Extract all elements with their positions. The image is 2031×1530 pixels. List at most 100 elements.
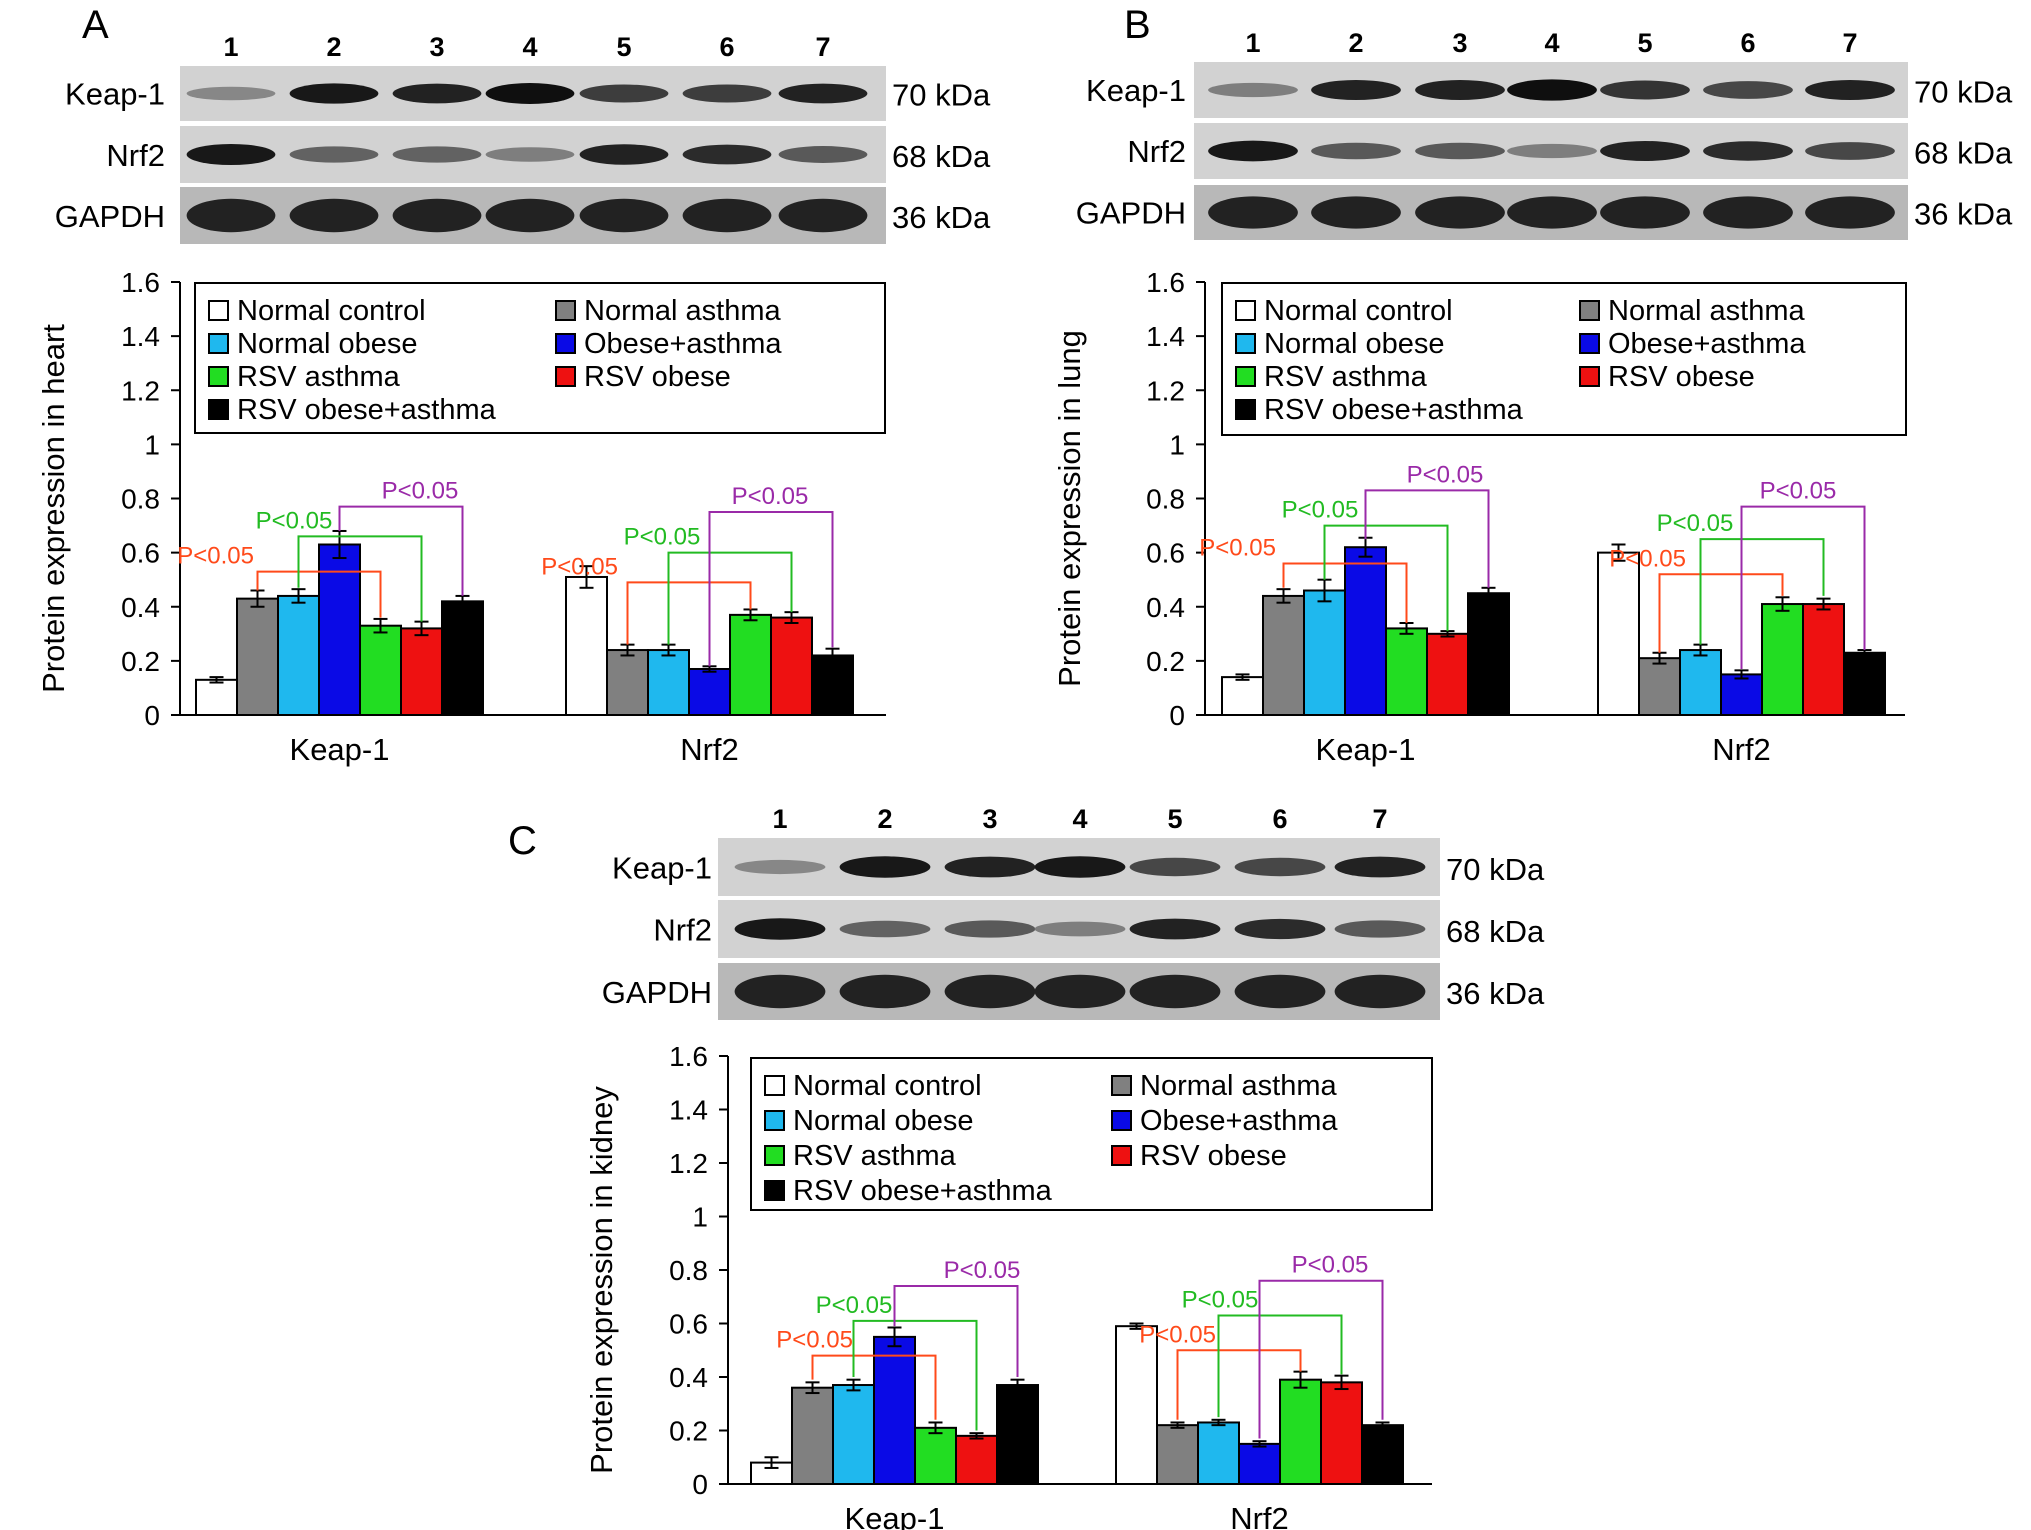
- blot-band: [289, 83, 379, 104]
- lane-number-5: 5: [1637, 28, 1652, 58]
- y-tick-label: 1.4: [669, 1095, 708, 1126]
- legend-label: RSV asthma: [793, 1140, 957, 1172]
- blot-label: Nrf2: [653, 913, 712, 948]
- significance-label: P<0.05: [1609, 545, 1686, 572]
- blot-strip-keap-1: Keap-1 70 kDa: [612, 838, 1545, 896]
- legend-label: Normal control: [1264, 295, 1453, 327]
- blot-label: Keap-1: [65, 77, 165, 112]
- blot-band: [1034, 856, 1126, 878]
- blot-band: [579, 144, 669, 165]
- blot-band: [1805, 79, 1895, 101]
- legend-swatch: [208, 300, 229, 321]
- blot-band: [1208, 140, 1298, 162]
- significance-label: P<0.05: [256, 507, 333, 534]
- blot-band: [1703, 141, 1793, 161]
- significance-label: P<0.05: [177, 543, 254, 570]
- legend-swatch: [764, 1075, 785, 1096]
- y-tick-label: 1.2: [121, 375, 160, 406]
- legend-box: [750, 1057, 1433, 1211]
- bar-keap-1-rsv-asthma: [914, 1426, 957, 1485]
- blot-band: [1034, 921, 1126, 937]
- significance-label: P<0.05: [1282, 497, 1359, 524]
- blot-band: [1334, 856, 1426, 878]
- lane-number-4: 4: [1544, 28, 1559, 58]
- bar-nrf2-rsv-asthma: [1279, 1378, 1322, 1486]
- bar-keap-1-normal-obese: [832, 1384, 875, 1486]
- legend-swatch: [1111, 1075, 1132, 1096]
- legend-label: Obese+asthma: [1608, 328, 1806, 360]
- legend-label: Obese+asthma: [1140, 1105, 1338, 1137]
- blot-band: [392, 146, 482, 163]
- lane-number-3: 3: [429, 32, 444, 62]
- blot-band: [839, 974, 931, 1009]
- blot-band: [289, 198, 379, 233]
- legend-swatch: [764, 1180, 785, 1201]
- significance-label: P<0.05: [732, 483, 809, 510]
- blot-band: [778, 198, 868, 233]
- blot-strip-gapdh: GAPDH 36 kDa: [602, 963, 1545, 1020]
- legend-label: RSV obese+asthma: [1264, 394, 1524, 426]
- legend-label: Normal obese: [237, 328, 418, 360]
- blot-band: [944, 974, 1036, 1009]
- panel-label: B: [1124, 3, 1151, 47]
- blot-kda-label: 68 kDa: [1914, 135, 2013, 170]
- blot-band: [579, 198, 669, 233]
- blot-band: [1805, 142, 1895, 160]
- bar-nrf2-normal-obese: [1679, 649, 1722, 716]
- blot-band: [1334, 974, 1426, 1009]
- bar-keap-1-rsv-obese-asthma: [441, 600, 484, 717]
- blot-band: [1600, 140, 1690, 162]
- bar-keap-1-rsv-obese-asthma: [996, 1384, 1039, 1486]
- significance-bracket: [626, 581, 752, 645]
- legend-box: [194, 282, 886, 434]
- significance-label: P<0.05: [1657, 510, 1734, 537]
- legend-swatch: [555, 366, 576, 387]
- y-tick-label: 1.6: [1146, 267, 1185, 298]
- bar-nrf2-obese-asthma: [1720, 673, 1763, 716]
- bar-keap-1-rsv-obese: [400, 627, 443, 717]
- legend-swatch: [764, 1110, 785, 1131]
- x-category-label: Nrf2: [1712, 732, 1771, 767]
- bar-keap-1-normal-obese: [277, 594, 320, 716]
- blot-band: [186, 143, 276, 166]
- legend-label: Normal control: [237, 295, 426, 327]
- bar-keap-1-rsv-obese-asthma: [1467, 592, 1510, 716]
- blot-band: [839, 920, 931, 938]
- y-tick-label: 1.2: [1146, 375, 1185, 406]
- blot-band: [778, 146, 868, 163]
- legend-label: RSV obese: [1140, 1140, 1287, 1172]
- blot-band: [1703, 196, 1793, 229]
- legend-swatch: [1579, 333, 1600, 354]
- bar-keap-1-obese-asthma: [873, 1335, 916, 1485]
- bar-nrf2-normal-obese: [647, 649, 690, 716]
- bar-nrf2-normal-asthma: [606, 649, 649, 716]
- blot-band: [579, 84, 669, 103]
- legend-swatch: [1235, 399, 1256, 420]
- legend-box: [1221, 282, 1907, 436]
- bar-keap-1-normal-asthma: [236, 597, 279, 716]
- blot-label: GAPDH: [55, 199, 165, 234]
- bar-nrf2-rsv-obese-asthma: [811, 654, 854, 717]
- blot-strip-keap-1: Keap-1 70 kDa: [1086, 62, 2013, 118]
- bar-nrf2-rsv-obese-asthma: [1843, 651, 1886, 716]
- lane-number-6: 6: [1740, 28, 1755, 58]
- y-tick-label: 0.6: [669, 1309, 708, 1340]
- bar-nrf2-normal-asthma: [1638, 657, 1681, 717]
- bar-keap-1-rsv-obese: [1426, 632, 1469, 716]
- legend-label: Normal asthma: [1140, 1070, 1337, 1102]
- bar-nrf2-normal-control: [565, 575, 608, 717]
- y-tick-label: 1: [1169, 429, 1185, 460]
- blot-band: [1507, 79, 1597, 101]
- legend-swatch: [208, 366, 229, 387]
- blot-band: [186, 198, 276, 233]
- significance-bracket: [852, 1319, 978, 1431]
- blot-strip-nrf2: Nrf2 68 kDa: [653, 900, 1545, 958]
- panel-label: A: [82, 3, 109, 47]
- bar-nrf2-rsv-obese: [1320, 1381, 1363, 1485]
- lane-number-3: 3: [1452, 28, 1467, 58]
- significance-label: P<0.05: [1407, 461, 1484, 488]
- significance-bracket: [1258, 1279, 1384, 1439]
- lane-number-2: 2: [1348, 28, 1363, 58]
- blot-band: [1703, 81, 1793, 99]
- significance-bracket: [1217, 1314, 1343, 1418]
